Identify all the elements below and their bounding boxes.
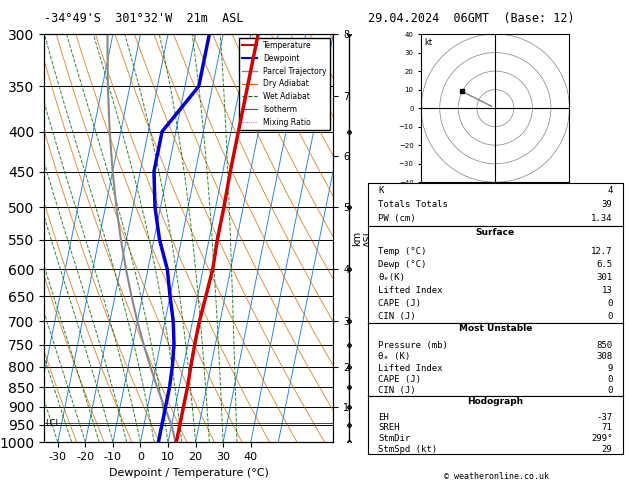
Text: K: K [378, 186, 384, 195]
Text: 0: 0 [607, 375, 613, 384]
Text: 850: 850 [596, 341, 613, 350]
Text: LCL: LCL [45, 418, 60, 428]
Text: Lifted Index: Lifted Index [378, 286, 443, 295]
Text: 39: 39 [602, 200, 613, 209]
Text: 4: 4 [607, 186, 613, 195]
Text: Dewp (°C): Dewp (°C) [378, 260, 426, 269]
Text: StmDir: StmDir [378, 434, 410, 443]
Text: StmSpd (kt): StmSpd (kt) [378, 445, 437, 453]
Text: Surface: Surface [476, 228, 515, 237]
Text: 299°: 299° [591, 434, 613, 443]
Text: 9: 9 [607, 364, 613, 373]
Text: CAPE (J): CAPE (J) [378, 375, 421, 384]
Text: Lifted Index: Lifted Index [378, 364, 443, 373]
Text: 301: 301 [596, 273, 613, 282]
Text: Most Unstable: Most Unstable [459, 324, 532, 333]
Text: 12.7: 12.7 [591, 247, 613, 257]
Text: kt: kt [424, 38, 432, 48]
Text: Pressure (mb): Pressure (mb) [378, 341, 448, 350]
Text: 29: 29 [602, 445, 613, 453]
Text: Hodograph: Hodograph [467, 397, 523, 406]
Text: θₑ (K): θₑ (K) [378, 352, 410, 361]
Text: 71: 71 [602, 423, 613, 433]
Text: 308: 308 [596, 352, 613, 361]
Text: Totals Totals: Totals Totals [378, 200, 448, 209]
Text: 13: 13 [602, 286, 613, 295]
Text: EH: EH [378, 413, 389, 422]
Text: 0: 0 [607, 299, 613, 308]
Text: PW (cm): PW (cm) [378, 214, 416, 224]
Text: © weatheronline.co.uk: © weatheronline.co.uk [445, 472, 549, 481]
Text: 6.5: 6.5 [596, 260, 613, 269]
Text: 0: 0 [607, 312, 613, 321]
Y-axis label: km
ASL: km ASL [352, 229, 374, 247]
Text: SREH: SREH [378, 423, 399, 433]
Legend: Temperature, Dewpoint, Parcel Trajectory, Dry Adiabat, Wet Adiabat, Isotherm, Mi: Temperature, Dewpoint, Parcel Trajectory… [238, 38, 330, 130]
Text: -37: -37 [596, 413, 613, 422]
Text: Temp (°C): Temp (°C) [378, 247, 426, 257]
X-axis label: Dewpoint / Temperature (°C): Dewpoint / Temperature (°C) [109, 468, 269, 478]
Text: 0: 0 [607, 386, 613, 395]
Text: CIN (J): CIN (J) [378, 386, 416, 395]
Text: 29.04.2024  06GMT  (Base: 12): 29.04.2024 06GMT (Base: 12) [368, 12, 574, 25]
Text: θₑ(K): θₑ(K) [378, 273, 405, 282]
Text: CAPE (J): CAPE (J) [378, 299, 421, 308]
Text: CIN (J): CIN (J) [378, 312, 416, 321]
Text: -34°49'S  301°32'W  21m  ASL: -34°49'S 301°32'W 21m ASL [44, 12, 243, 25]
Text: 1.34: 1.34 [591, 214, 613, 224]
